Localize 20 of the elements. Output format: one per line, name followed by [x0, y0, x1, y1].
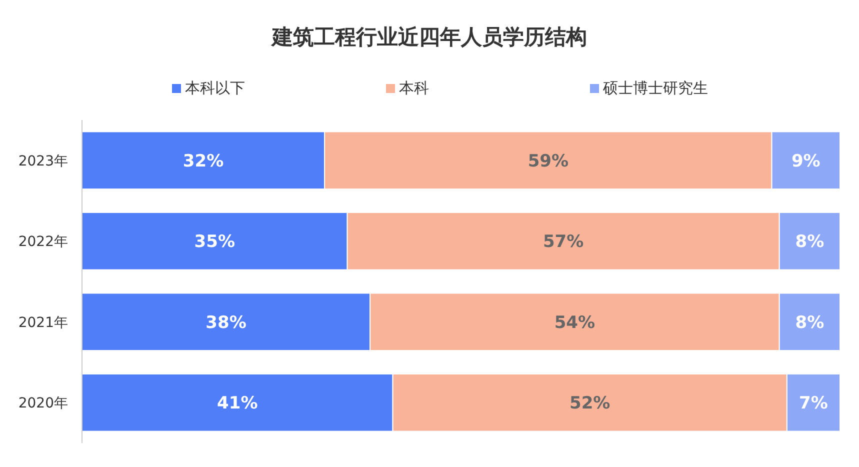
data-label: 8%	[795, 232, 824, 252]
data-label: 38%	[206, 312, 246, 333]
data-label: 41%	[217, 394, 258, 414]
data-label: 54%	[554, 312, 596, 333]
data-label: 9%	[791, 151, 820, 172]
legend-label: 硕士博士研究生	[602, 79, 708, 97]
data-label: 32%	[182, 151, 224, 172]
chart-title: 建筑工程行业近四年人员学历结构	[270, 25, 587, 49]
y-tick-label: 2022年	[18, 234, 68, 250]
y-tick-label: 2021年	[18, 314, 68, 331]
data-label: 59%	[528, 151, 569, 172]
y-tick-label: 2023年	[18, 153, 68, 170]
legend-label: 本科以下	[185, 79, 245, 97]
text: 本科	[399, 79, 429, 97]
data-label: 7%	[799, 394, 828, 414]
data-label: 57%	[542, 232, 584, 252]
data-label: 35%	[194, 232, 235, 252]
data-label: 52%	[570, 394, 610, 414]
data-label: 8%	[795, 312, 824, 333]
y-tick-label: 2020年	[18, 396, 68, 412]
